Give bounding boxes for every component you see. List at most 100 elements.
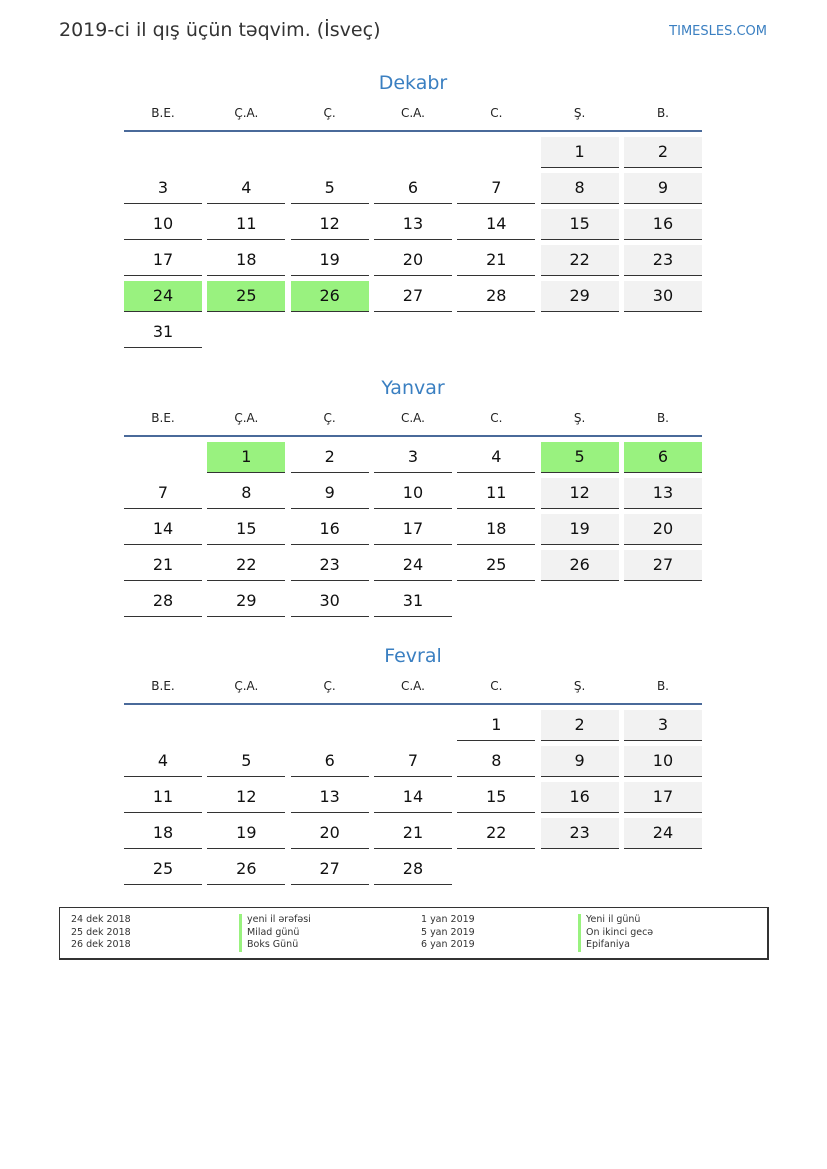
day-cell: 15 [540, 209, 619, 240]
day-cell: 13 [623, 478, 702, 509]
day-cell: 1 [540, 137, 619, 168]
legend-dates-1: 24 dek 2018 25 dek 2018 26 dek 2018 [71, 914, 131, 952]
legend-name: Milad günü [239, 926, 311, 939]
empty-cell [457, 586, 535, 616]
day-cell: 15 [207, 514, 286, 545]
day-cell: 23 [290, 550, 369, 581]
legend-date: 1 yan 2019 [421, 914, 475, 925]
day-cell: 24 [373, 550, 452, 581]
week-row: 18 19 20 21 22 23 24 [124, 818, 702, 854]
day-cell: 28 [373, 854, 452, 885]
month-title: Fevral [384, 645, 442, 667]
day-cell: 22 [457, 818, 536, 849]
day-cell: 7 [373, 746, 452, 777]
day-cell: 14 [124, 514, 202, 545]
day-cell: 13 [290, 782, 369, 813]
day-cell: 17 [373, 514, 452, 545]
day-cell: 3 [623, 710, 702, 741]
day-cell: 11 [207, 209, 286, 240]
empty-cell [541, 317, 619, 347]
day-cell: 5 [290, 173, 369, 204]
weekday-label: Ş. [573, 106, 586, 120]
empty-cell [124, 442, 202, 472]
day-cell: 14 [373, 782, 452, 813]
day-cell: 29 [540, 281, 619, 312]
week-row: 10 11 12 13 14 15 16 [124, 209, 702, 245]
day-cell: 8 [457, 746, 536, 777]
day-cell: 21 [124, 550, 202, 581]
empty-cell [457, 854, 535, 884]
month-yanvar: Yanvar B.E. Ç.A. Ç. C.A. C. Ş. B. 1 2 3 4 5 6 7 8 9 10 11 1… [124, 375, 702, 622]
day-cell: 9 [290, 478, 369, 509]
week-row: 28 29 30 31 [124, 586, 702, 622]
empty-cell [291, 710, 369, 740]
day-cell: 2 [623, 137, 702, 168]
empty-cell [457, 137, 535, 167]
legend-names-2: Yeni il günü On ikinci gecə Epifaniya [578, 914, 653, 952]
day-cell: 5 [207, 746, 286, 777]
day-cell: 21 [373, 818, 452, 849]
holiday-legend: 24 dek 2018 25 dek 2018 26 dek 2018 yeni… [59, 907, 769, 960]
weekday-label: B. [656, 411, 669, 425]
day-grid: 1 2 3 4 5 6 7 8 9 10 11 12 13 14 15 16 17 18 19 20 21 22 23 24 2… [124, 442, 702, 622]
legend-date: 5 yan 2019 [421, 926, 475, 938]
week-row: 25 26 27 28 [124, 854, 702, 890]
weekday-label: B.E. [151, 679, 175, 693]
legend-name: Yeni il günü [578, 914, 653, 927]
weekday-label: Ç. [323, 106, 336, 120]
day-cell: 7 [124, 478, 202, 509]
day-cell: 22 [540, 245, 619, 276]
day-cell: 8 [540, 173, 619, 204]
day-cell: 28 [457, 281, 536, 312]
weekday-label: C. [490, 679, 503, 693]
brand-link[interactable]: TIMESLES.COM [669, 24, 767, 39]
page-title: 2019-ci il qış üçün təqvim. (İsveç) [59, 19, 381, 41]
legend-names-1: yeni il ərəfəsi Milad günü Boks Günü [239, 914, 311, 952]
empty-cell [207, 137, 285, 167]
month-fevral: Fevral B.E. Ç.A. Ç. C.A. C. Ş. B. 1 2 3 4 5 6 7 8 9 10 11 1… [124, 643, 702, 890]
empty-cell [207, 710, 285, 740]
weekday-label: Ç.A. [234, 411, 259, 425]
day-cell: 19 [207, 818, 286, 849]
day-cell: 28 [124, 586, 202, 617]
day-cell: 17 [623, 782, 702, 813]
day-cell: 27 [623, 550, 702, 581]
empty-cell [207, 317, 285, 347]
weekday-header: B.E. Ç.A. Ç. C.A. C. Ş. B. [124, 106, 702, 132]
day-cell: 23 [623, 245, 702, 276]
day-cell: 16 [290, 514, 369, 545]
holiday-day-cell: 26 [290, 281, 369, 312]
empty-cell [374, 317, 452, 347]
empty-cell [624, 317, 702, 347]
empty-cell [457, 317, 535, 347]
day-cell: 7 [457, 173, 536, 204]
weekday-label: Ç.A. [234, 679, 259, 693]
day-cell: 25 [457, 550, 536, 581]
day-cell: 10 [124, 209, 202, 240]
day-cell: 16 [623, 209, 702, 240]
day-cell: 12 [290, 209, 369, 240]
legend-name: Epifaniya [578, 939, 653, 952]
weekday-label: C.A. [400, 679, 425, 693]
legend-dates-2: 1 yan 2019 5 yan 2019 6 yan 2019 [421, 914, 475, 952]
day-cell: 27 [290, 854, 369, 885]
week-row: 4 5 6 7 8 9 10 [124, 746, 702, 782]
week-row: 31 [124, 317, 702, 353]
day-cell: 9 [623, 173, 702, 204]
weekday-label: Ç. [323, 679, 336, 693]
week-row: 17 18 19 20 21 22 23 [124, 245, 702, 281]
month-title: Yanvar [381, 377, 445, 399]
week-row: 11 12 13 14 15 16 17 [124, 782, 702, 818]
day-cell: 15 [457, 782, 536, 813]
empty-cell [624, 586, 702, 616]
day-cell: 11 [457, 478, 536, 509]
day-grid: 1 2 3 4 5 6 7 8 9 10 11 12 13 14 15 16 17 18 19 20 21 22 23 24 2… [124, 710, 702, 890]
empty-cell [374, 137, 452, 167]
holiday-day-cell: 5 [540, 442, 619, 473]
day-cell: 3 [124, 173, 202, 204]
weekday-label: B.E. [151, 106, 175, 120]
day-cell: 24 [623, 818, 702, 849]
holiday-day-cell: 1 [207, 442, 286, 473]
